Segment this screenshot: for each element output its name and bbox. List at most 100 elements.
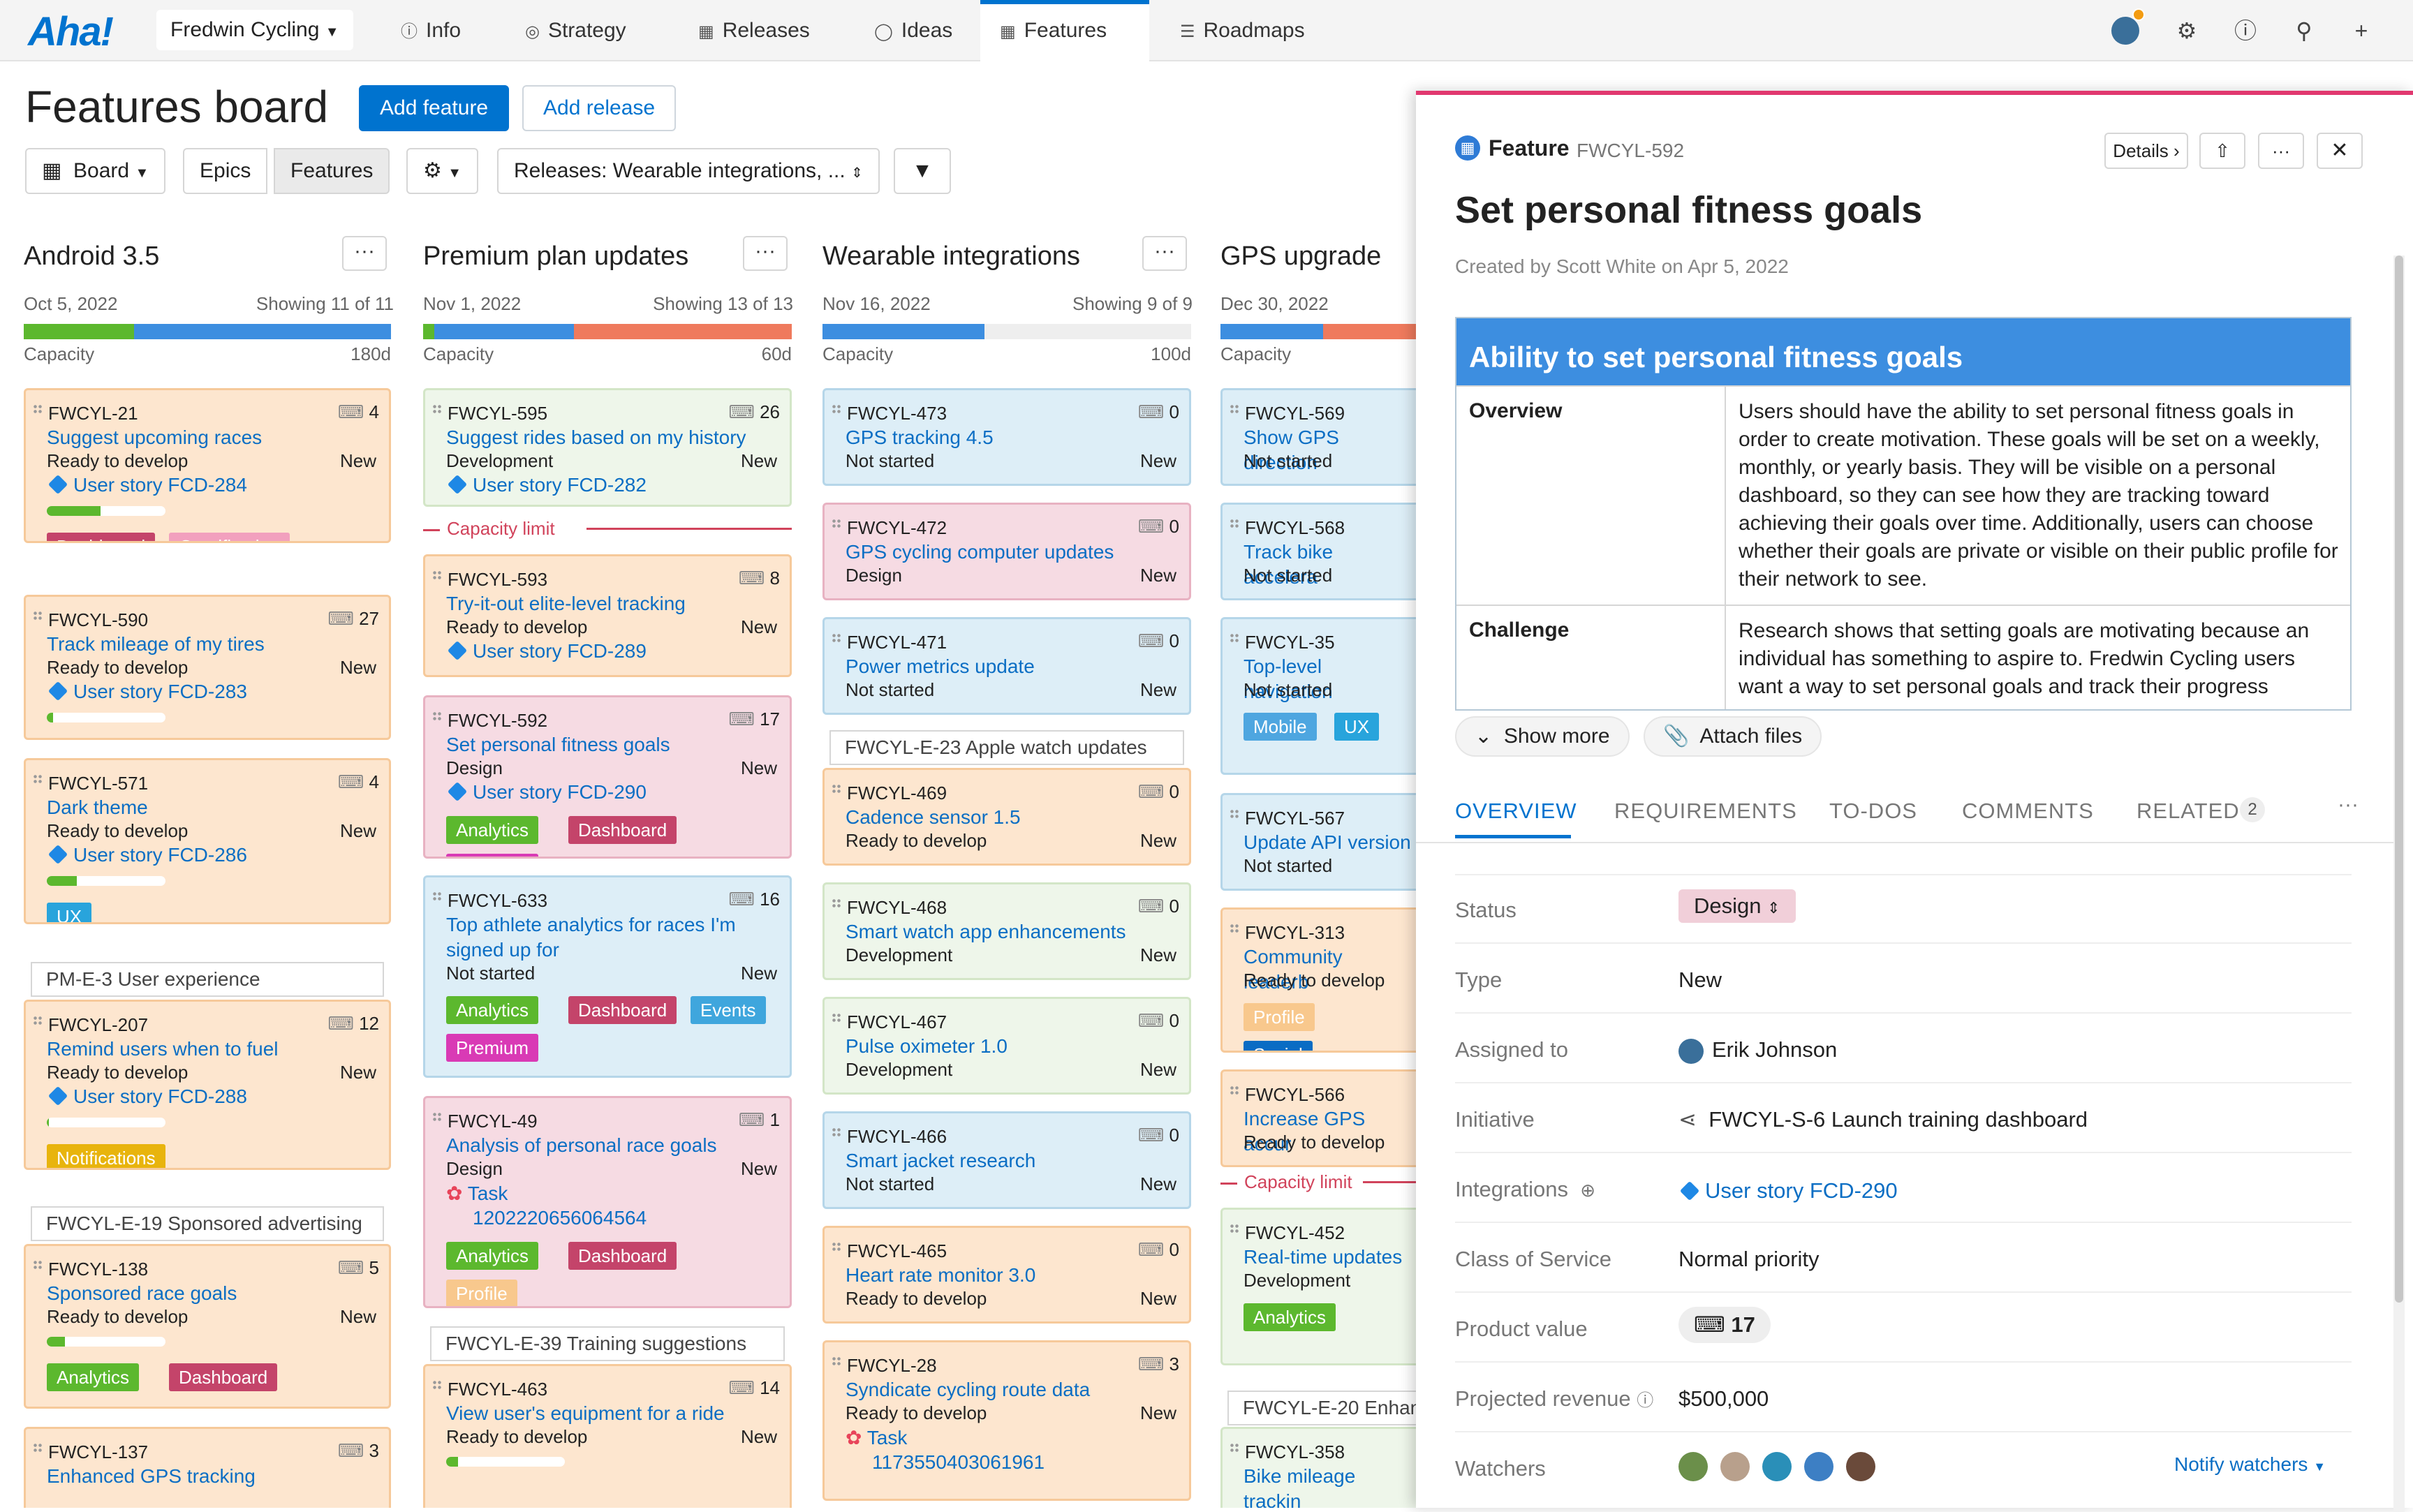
drag-handle-icon[interactable] (33, 774, 43, 784)
watcher-avatar[interactable] (1720, 1452, 1750, 1481)
drag-handle-icon[interactable] (832, 1013, 841, 1023)
aha-logo[interactable]: Aha! (28, 9, 114, 54)
plus-icon[interactable]: + (2354, 18, 2368, 43)
card-name[interactable]: Enhanced GPS tracking (47, 1465, 256, 1487)
tab-requirements[interactable]: REQUIREMENTS (1614, 799, 1797, 823)
feature-card[interactable]: FWCYL-452 Real-time updates Development Ana… (1220, 1208, 1417, 1365)
tag-analytics[interactable]: Analytics (446, 1242, 539, 1270)
feature-card[interactable]: FWCYL-28 ⌨ 3 Syndicate cycling route data R… (822, 1340, 1191, 1501)
tag-social[interactable]: Social (1244, 1041, 1313, 1051)
card-name[interactable]: Track bike accelera (1244, 541, 1334, 588)
close-icon[interactable]: ✕ (2317, 133, 2363, 169)
card-name[interactable]: Top-level navigation (1244, 655, 1333, 702)
card-name[interactable]: Smart jacket research (846, 1150, 1036, 1171)
feature-card[interactable]: FWCYL-568 Track bike accelera Not started (1220, 503, 1417, 600)
feature-card[interactable]: FWCYL-467 ⌨ 0 Pulse oximeter 1.0 Developmen… (822, 997, 1191, 1095)
tag-premium[interactable]: Premium (446, 1034, 539, 1062)
integration-link[interactable]: User story FCD-283 (47, 681, 247, 703)
details-button[interactable]: Details › (2104, 133, 2188, 169)
feature-card[interactable]: FWCYL-571 ⌨ 4 Dark theme Ready to develop Ne… (24, 758, 391, 924)
feature-card[interactable]: FWCYL-567 Update API version Not started (1220, 793, 1417, 891)
type-value[interactable]: New (1678, 968, 1722, 992)
drag-handle-icon[interactable] (33, 1443, 43, 1453)
integration-link[interactable]: User story FCD-290 (446, 781, 647, 803)
nav-releases[interactable]: ▦ Releases (679, 0, 829, 61)
feature-card[interactable]: FWCYL-471 ⌨ 0 Power metrics update Not star… (822, 617, 1191, 715)
card-name[interactable]: GPS tracking 4.5 (846, 427, 994, 448)
feature-card[interactable]: FWCYL-633 ⌨ 16 Top athlete analytics for r… (423, 875, 792, 1078)
add-release-button[interactable]: Add release (522, 85, 677, 131)
integration-link[interactable]: User story FCD-288 (47, 1085, 247, 1108)
drag-handle-icon[interactable] (832, 898, 841, 908)
epics-toggle[interactable]: Epics (183, 148, 268, 194)
card-name[interactable]: Sponsored race goals (47, 1282, 237, 1304)
drag-handle-icon[interactable] (832, 1356, 841, 1366)
card-name[interactable]: Suggest upcoming races (47, 427, 263, 448)
integration-link-number[interactable]: 1202220656064564 (473, 1207, 647, 1229)
initiative-value[interactable]: ⋖ FWCYL-S-6 Launch training dashboard (1678, 1107, 2088, 1132)
integration-link[interactable]: User story FCD-282 (446, 474, 647, 496)
tag-analytics[interactable]: Analytics (446, 996, 539, 1024)
tag-dashboard[interactable]: Dashboard (169, 1363, 278, 1391)
feature-card[interactable]: FWCYL-207 ⌨ 12 Remind users when to fuel Re… (24, 1000, 391, 1170)
feature-card[interactable]: FWCYL-472 ⌨ 0 GPS cycling computer updates… (822, 503, 1191, 600)
search-icon[interactable]: ⚲ (2296, 18, 2312, 43)
tag-analytics[interactable]: Analytics (1244, 1303, 1336, 1331)
assigned-value[interactable]: Erik Johnson (1678, 1037, 1837, 1064)
workspace-selector[interactable]: Fredwin Cycling ▼ (156, 10, 353, 50)
card-name[interactable]: Top athlete analytics for races I'm sign… (446, 914, 736, 961)
help-icon[interactable]: ⓘ (2234, 18, 2257, 43)
description-table[interactable]: Ability to set personal fitness goals Ov… (1455, 317, 2352, 711)
drag-handle-icon[interactable] (432, 1380, 442, 1390)
tabs-more-icon[interactable]: ··· (2338, 793, 2359, 816)
drag-handle-icon[interactable] (832, 404, 841, 414)
card-name[interactable]: Track mileage of my tires (47, 633, 265, 655)
tag-ux[interactable]: UX (1334, 713, 1380, 741)
tag-dashboard[interactable]: Dashboard (47, 533, 156, 541)
watcher-avatar[interactable] (1678, 1452, 1708, 1481)
feature-card[interactable]: FWCYL-590 ⌨ 27 Track mileage of my tires Re… (24, 595, 391, 740)
show-more-button[interactable]: ⌄ Show more (1455, 716, 1630, 757)
feature-card[interactable]: FWCYL-21 ⌨ 4 Suggest upcoming races Ready t… (24, 388, 391, 543)
integration-link[interactable]: User story FCD-290 (1678, 1178, 1898, 1203)
product-value-badge[interactable]: ⌨ 17 (1678, 1307, 1771, 1343)
card-name[interactable]: Increase GPS accur (1244, 1108, 1366, 1155)
tag-notifications[interactable]: Notifications (47, 1144, 165, 1168)
nav-info[interactable]: ⓘ Info (381, 0, 480, 61)
feature-card[interactable]: FWCYL-469 ⌨ 0 Cadence sensor 1.5 Ready to d… (822, 768, 1191, 866)
card-name[interactable]: Set personal fitness goals (446, 734, 670, 755)
nav-roadmaps[interactable]: ☰ Roadmaps (1160, 0, 1324, 61)
column-more-button[interactable]: ··· (1142, 236, 1187, 271)
column-title[interactable]: Wearable integrations (822, 242, 1080, 271)
card-name[interactable]: Pulse oximeter 1.0 (846, 1035, 1008, 1057)
drag-handle-icon[interactable] (832, 784, 841, 794)
tag-events[interactable]: Events (691, 996, 766, 1024)
feature-card[interactable]: FWCYL-138 ⌨ 5 Sponsored race goals Ready to… (24, 1244, 391, 1409)
tag-dashboard[interactable]: Dashboard (568, 996, 677, 1024)
epic-header[interactable]: FWCYL-E-39 Training suggestions (430, 1326, 785, 1361)
feature-card[interactable]: FWCYL-569 Show GPS direction Not started (1220, 388, 1417, 486)
share-icon[interactable]: ⇧ (2199, 133, 2245, 169)
drag-handle-icon[interactable] (832, 633, 841, 643)
help-icon[interactable]: ⓘ (1637, 1391, 1654, 1410)
drag-handle-icon[interactable] (33, 1016, 43, 1025)
card-name[interactable]: Show GPS direction (1244, 427, 1339, 473)
column-more-button[interactable]: ··· (342, 236, 387, 271)
tag-profile[interactable]: Profile (446, 1280, 517, 1306)
projected-revenue-value[interactable]: $500,000 (1678, 1386, 1769, 1411)
gear-icon[interactable]: ⚙ (2176, 18, 2197, 43)
card-name[interactable]: Heart rate monitor 3.0 (846, 1264, 1036, 1286)
features-toggle[interactable]: Features (274, 148, 390, 194)
card-name[interactable]: Smart watch app enhancements (846, 921, 1126, 942)
scrollbar-thumb[interactable] (2395, 255, 2403, 1303)
drag-handle-icon[interactable] (832, 519, 841, 528)
watcher-avatar[interactable] (1804, 1452, 1833, 1481)
tag-premium[interactable]: Premium (446, 854, 539, 857)
epic-header[interactable]: PM-E-3 User experience (31, 962, 384, 997)
card-name[interactable]: Cadence sensor 1.5 (846, 806, 1021, 828)
feature-card[interactable]: FWCYL-463 ⌨ 14 View user's equipment for a… (423, 1364, 792, 1508)
tag-analytics[interactable]: Analytics (446, 816, 539, 844)
drag-handle-icon[interactable] (33, 404, 43, 414)
nav-features[interactable]: ▦ Features (980, 0, 1149, 61)
panel-scrollbar[interactable] (2393, 255, 2405, 1512)
